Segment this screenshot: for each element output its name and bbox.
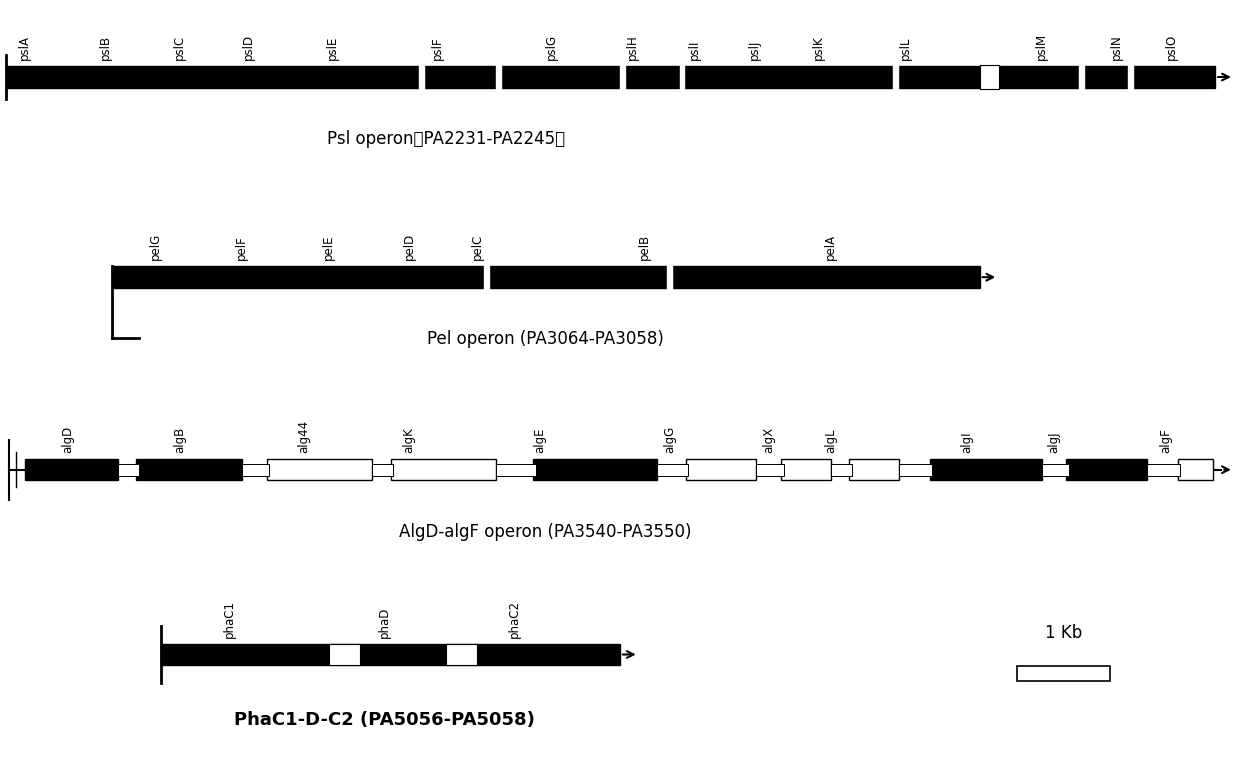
Text: algK: algK	[403, 427, 415, 453]
Text: algF: algF	[1159, 428, 1172, 453]
Text: pslN: pslN	[1110, 35, 1122, 60]
Text: pslH: pslH	[626, 35, 639, 60]
Bar	[136, 459, 242, 480]
Bar	[893, 65, 898, 89]
Text: phaC1: phaC1	[223, 600, 236, 638]
Bar	[25, 459, 118, 480]
Text: algL: algL	[825, 428, 837, 453]
Bar	[930, 459, 1042, 480]
Bar	[680, 65, 684, 89]
Bar	[372, 464, 393, 476]
Bar	[446, 644, 477, 665]
Bar	[1066, 459, 1147, 480]
Text: pslG: pslG	[546, 34, 558, 60]
Text: pslO: pslO	[1166, 34, 1178, 60]
Bar	[161, 644, 620, 665]
Text: pslK: pslK	[812, 35, 825, 60]
Text: pslM: pslM	[1035, 33, 1048, 60]
Text: pslJ: pslJ	[748, 40, 760, 60]
Bar	[484, 265, 489, 290]
Text: pelD: pelD	[403, 233, 415, 260]
Text: pelA: pelA	[825, 234, 837, 260]
Bar	[686, 459, 756, 480]
Text: Psl operon（PA2231-PA2245）: Psl operon（PA2231-PA2245）	[327, 130, 565, 148]
Bar	[1017, 666, 1110, 681]
Text: pslL: pslL	[899, 36, 911, 60]
Text: pelG: pelG	[149, 233, 161, 260]
Bar	[533, 459, 657, 480]
Text: pslF: pslF	[432, 36, 444, 60]
Bar	[118, 464, 139, 476]
Bar	[419, 65, 424, 89]
Text: pelE: pelE	[322, 235, 335, 260]
Bar	[756, 464, 784, 476]
Text: pslB: pslB	[99, 35, 112, 60]
Bar	[329, 644, 360, 665]
Text: phaC2: phaC2	[508, 600, 521, 638]
Bar	[899, 464, 932, 476]
Text: algJ: algJ	[1048, 431, 1060, 453]
Bar	[391, 459, 496, 480]
Text: 1 Kb: 1 Kb	[1044, 624, 1083, 641]
Text: pelB: pelB	[639, 234, 651, 260]
Bar	[242, 464, 269, 476]
Bar	[267, 459, 372, 480]
Bar	[620, 65, 625, 89]
Bar	[496, 65, 501, 89]
Text: alg44: alg44	[298, 420, 310, 453]
Text: PhaC1-D-C2 (PA5056-PA5058): PhaC1-D-C2 (PA5056-PA5058)	[234, 711, 534, 729]
Text: algI: algI	[961, 431, 973, 453]
Text: phaD: phaD	[378, 606, 391, 638]
Bar	[667, 265, 672, 290]
Text: Pel operon (PA3064-PA3058): Pel operon (PA3064-PA3058)	[427, 330, 665, 348]
Text: algD: algD	[62, 426, 74, 453]
Bar	[781, 459, 831, 480]
Bar	[657, 464, 688, 476]
Text: pslA: pslA	[19, 35, 31, 60]
Bar	[1178, 459, 1213, 480]
Text: pslD: pslD	[242, 34, 254, 60]
Bar	[831, 464, 852, 476]
Text: pelC: pelC	[471, 234, 484, 260]
Bar	[980, 65, 999, 89]
Bar	[112, 266, 980, 288]
Bar	[1079, 65, 1084, 89]
Bar	[496, 464, 536, 476]
Text: algE: algE	[533, 427, 546, 453]
Bar	[849, 459, 899, 480]
Bar	[1128, 65, 1133, 89]
Text: AlgD-algF operon (PA3540-PA3550): AlgD-algF operon (PA3540-PA3550)	[399, 523, 692, 541]
Text: pelF: pelF	[236, 236, 248, 260]
Text: pslI: pslI	[688, 40, 701, 60]
Text: algX: algX	[763, 427, 775, 453]
Bar	[1042, 464, 1069, 476]
Bar	[6, 66, 1215, 88]
Text: algG: algG	[663, 426, 676, 453]
Text: pslE: pslE	[326, 35, 339, 60]
Text: algB: algB	[174, 427, 186, 453]
Text: pslC: pslC	[174, 35, 186, 60]
Bar	[1147, 464, 1180, 476]
